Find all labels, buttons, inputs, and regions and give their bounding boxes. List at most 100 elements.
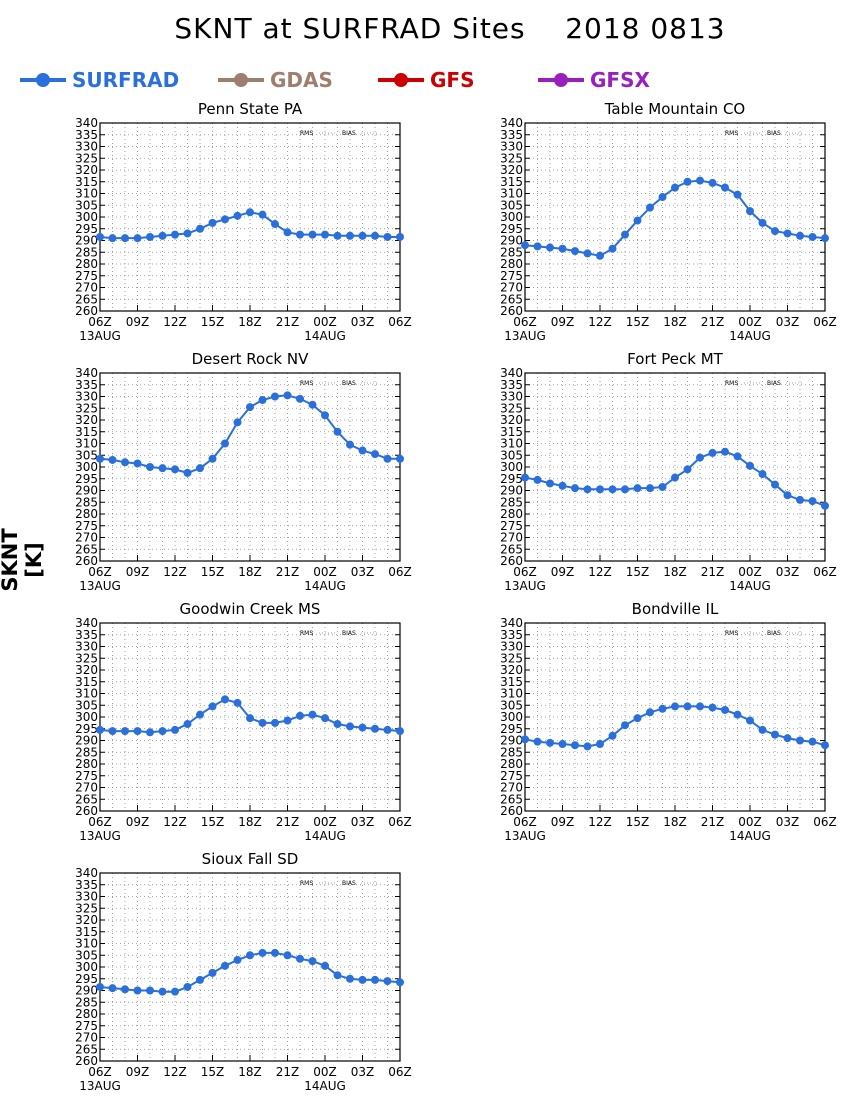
data-point [346,231,354,240]
y-tick-label: 260 [500,804,523,818]
legend-item-gdas: GDAS [218,66,333,94]
y-tick-label: 285 [75,745,98,759]
x-tick-label: 00Z [738,315,762,329]
chart-sioux-fall-sd: Sioux Fall SD 260265270275280285290295300… [75,850,412,1093]
data-point [708,178,717,187]
date-label: 14AUG [729,329,771,343]
x-tick-label: 06Z [388,1065,412,1079]
data-point [371,231,379,240]
y-tick-label: 320 [500,413,523,427]
data-point [371,724,379,733]
y-tick-label: 315 [75,675,98,689]
y-tick-label: 280 [500,257,523,271]
chart-title: Goodwin Creek MS [180,600,321,618]
data-point [321,961,329,970]
x-tick-label: 15Z [626,815,650,829]
y-tick-label: 295 [75,472,98,486]
x-tick-label: 06Z [813,815,837,829]
date-label: 14AUG [304,1079,346,1093]
x-tick-label: 06Z [388,815,412,829]
data-point [383,725,392,734]
y-tick-label: 320 [500,663,523,677]
date-label: 13AUG [79,829,121,843]
data-point [596,740,604,749]
legend-label-gfs: GFS [430,68,475,92]
date-label: 13AUG [79,329,121,343]
date-label: 13AUG [79,579,121,593]
data-point [758,218,767,227]
y-tick-label: 330 [75,890,98,904]
x-tick-label: 09Z [126,1065,150,1079]
data-point [821,741,829,750]
data-point [721,705,729,714]
y-tick-label: 300 [75,460,98,474]
data-point [333,720,342,729]
data-point [646,484,654,493]
data-point [158,727,167,736]
data-point [558,481,567,490]
x-tick-label: 00Z [738,815,762,829]
data-point [271,392,279,401]
data-point [96,232,104,241]
x-tick-label: 18Z [238,565,262,579]
x-tick-label: 03Z [776,565,800,579]
data-point [321,411,329,420]
y-tick-label: 285 [500,245,523,259]
x-tick-label: 03Z [351,1065,375,1079]
data-point [196,224,204,233]
data-point [258,718,267,727]
data-point [108,234,117,243]
y-tick-label: 310 [75,687,98,701]
bias-legend-label: BIAS [767,380,781,387]
y-tick-label: 315 [75,925,98,939]
y-tick-label: 335 [500,378,523,392]
data-point [771,730,779,739]
x-tick-label: 06Z [88,815,112,829]
y-tick-label: 335 [75,128,98,142]
y-tick-label: 295 [75,222,98,236]
data-point [558,244,567,253]
data-point [796,736,804,745]
x-tick-label: 06Z [513,815,537,829]
data-point [333,427,342,436]
x-tick-label: 06Z [513,565,537,579]
x-tick-label: 21Z [701,315,725,329]
data-point [283,716,292,725]
data-point [396,232,404,241]
y-tick-label: 330 [500,390,523,404]
y-tick-label: 260 [500,554,523,568]
y-tick-label: 310 [75,937,98,951]
date-label: 14AUG [304,329,346,343]
y-tick-label: 305 [500,698,523,712]
y-tick-label: 340 [75,366,98,380]
y-tick-label: 320 [75,663,98,677]
data-point [208,454,217,463]
data-point [321,714,329,723]
data-point [233,211,242,220]
y-tick-label: 325 [75,151,98,165]
data-point [321,230,329,239]
data-point [696,176,704,185]
y-tick-label: 340 [75,616,98,630]
bias-legend-label: BIAS [342,130,356,137]
data-point [246,714,254,723]
y-tick-label: 305 [500,198,523,212]
x-tick-label: 15Z [626,315,650,329]
y-tick-label: 325 [500,401,523,415]
data-point [96,725,104,734]
data-point [271,718,279,727]
data-point [383,454,392,463]
y-tick-label: 330 [75,390,98,404]
data-point [246,208,254,217]
data-point [358,231,367,240]
y-tick-label: 265 [500,792,523,806]
x-tick-label: 12Z [163,1065,187,1079]
data-point [308,957,317,966]
data-point [146,232,154,241]
data-point [258,210,267,219]
x-tick-label: 09Z [551,315,575,329]
legend-line-marker-icon [20,73,66,87]
data-point [233,698,242,707]
data-point [571,484,579,493]
